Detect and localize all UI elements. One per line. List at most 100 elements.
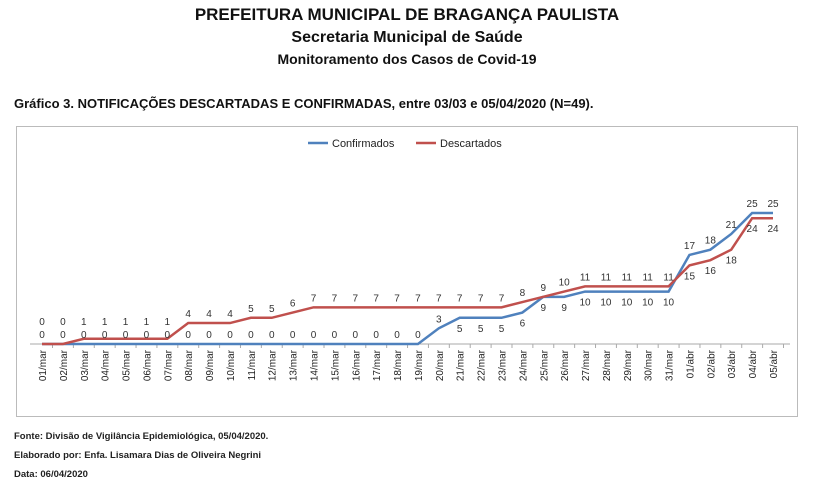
x-tick-label: 03/abr (727, 349, 738, 378)
data-label-descartados: 24 (747, 224, 759, 235)
x-tick-label: 04/abr (748, 349, 759, 378)
x-tick-label: 24/mar (518, 349, 529, 381)
data-label-descartados: 11 (580, 272, 591, 283)
x-tick-label: 04/mar (101, 349, 112, 381)
data-label-descartados: 0 (39, 330, 45, 341)
x-tick-label: 10/mar (226, 349, 237, 381)
data-label-confirmados: 21 (726, 220, 738, 231)
data-label-confirmados: 0 (269, 330, 275, 341)
x-tick-label: 06/mar (142, 349, 153, 381)
data-label-confirmados: 9 (540, 283, 546, 294)
data-label-descartados: 9 (540, 303, 546, 314)
data-label-confirmados: 0 (81, 330, 87, 341)
data-label-descartados: 7 (457, 293, 463, 304)
data-label-descartados: 15 (684, 271, 696, 282)
data-label-confirmados: 0 (144, 330, 150, 341)
data-label-descartados: 10 (559, 278, 571, 289)
data-label-confirmados: 0 (248, 330, 254, 341)
x-tick-label: 12/mar (268, 349, 279, 381)
page-subtitle: Secretaria Municipal de Saúde (291, 29, 523, 46)
x-tick-label: 02/abr (706, 349, 717, 378)
data-label-descartados: 16 (705, 266, 717, 277)
data-label-confirmados: 10 (642, 298, 654, 309)
data-label-confirmados: 0 (185, 330, 191, 341)
data-label-descartados: 11 (663, 272, 674, 283)
x-tick-label: 17/mar (372, 349, 383, 381)
x-tick-label: 01/mar (38, 349, 49, 381)
x-tick-label: 28/mar (602, 349, 613, 381)
x-tick-label: 13/mar (289, 349, 300, 381)
data-label-confirmados: 0 (227, 330, 233, 341)
data-label-descartados: 1 (102, 317, 108, 328)
series-line-confirmados (42, 211, 773, 346)
data-label-descartados: 4 (185, 309, 191, 320)
data-label-confirmados: 0 (373, 330, 379, 341)
data-label-descartados: 6 (290, 299, 296, 310)
data-label-descartados: 4 (206, 309, 212, 320)
x-tick-label: 02/mar (59, 349, 70, 381)
data-label-descartados: 1 (144, 317, 150, 328)
data-label-descartados: 7 (332, 293, 338, 304)
data-label-descartados: 18 (726, 256, 738, 267)
x-tick-label: 31/mar (665, 349, 676, 381)
data-label-confirmados: 0 (165, 330, 171, 341)
x-tick-label: 27/mar (581, 349, 592, 381)
data-label-descartados: 7 (478, 293, 484, 304)
data-label-confirmados: 10 (600, 298, 612, 309)
data-label-descartados: 24 (767, 224, 779, 235)
x-tick-label: 11/mar (247, 349, 258, 380)
data-label-descartados: 11 (622, 272, 633, 283)
source-note: Fonte: Divisão de Vigilância Epidemiológ… (14, 431, 269, 442)
data-label-confirmados: 0 (415, 330, 421, 341)
x-tick-label: 16/mar (351, 349, 362, 381)
x-tick-label: 18/mar (393, 349, 404, 381)
data-label-confirmados: 0 (290, 330, 296, 341)
legend-label-confirmados: Confirmados (332, 138, 395, 150)
x-tick-label: 05/abr (769, 349, 780, 378)
data-label-descartados: 1 (123, 317, 129, 328)
x-tick-label: 09/mar (205, 349, 216, 381)
series-line-descartados (42, 216, 773, 346)
data-label-descartados: 5 (269, 304, 275, 315)
data-label-confirmados: 25 (747, 199, 759, 210)
data-label-confirmados: 18 (705, 236, 717, 247)
page-title: PREFEITURA MUNICIPAL DE BRAGANÇA PAULIST… (194, 5, 620, 24)
x-tick-label: 29/mar (623, 349, 634, 381)
data-label-descartados: 7 (436, 293, 442, 304)
data-label-confirmados: 9 (561, 303, 567, 314)
data-label-confirmados: 5 (457, 324, 463, 335)
data-label-confirmados: 5 (499, 324, 505, 335)
data-label-descartados: 1 (81, 317, 87, 328)
data-label-confirmados: 3 (436, 314, 442, 325)
data-label-confirmados: 0 (394, 330, 400, 341)
data-label-confirmados: 0 (60, 317, 66, 328)
data-label-descartados: 7 (373, 293, 379, 304)
data-label-confirmados: 0 (39, 317, 45, 328)
legend-label-descartados: Descartados (440, 138, 502, 150)
x-tick-label: 20/mar (435, 349, 446, 381)
data-label-descartados: 0 (60, 330, 66, 341)
data-label-descartados: 7 (415, 293, 421, 304)
author-note: Elaborado por: Enfa. Lisamara Dias de Ol… (14, 450, 262, 461)
date-note: Data: 06/04/2020 (14, 469, 88, 480)
x-tick-label: 22/mar (477, 349, 488, 381)
x-tick-label: 25/mar (539, 349, 550, 381)
data-label-descartados: 5 (248, 304, 254, 315)
data-label-descartados: 7 (394, 293, 400, 304)
chart-frame (16, 126, 798, 417)
x-tick-label: 23/mar (497, 349, 508, 381)
x-tick-label: 14/mar (310, 349, 321, 381)
data-label-confirmados: 0 (332, 330, 338, 341)
x-tick-label: 30/mar (644, 349, 655, 381)
data-label-confirmados: 0 (353, 330, 359, 341)
x-tick-label: 08/mar (184, 349, 195, 381)
x-tick-label: 21/mar (456, 349, 467, 381)
x-tick-label: 01/abr (685, 349, 696, 378)
x-tick-label: 19/mar (414, 349, 425, 381)
data-label-confirmados: 6 (520, 319, 526, 330)
x-tick-label: 05/mar (122, 349, 133, 381)
data-label-confirmados: 25 (767, 199, 779, 210)
data-label-confirmados: 17 (684, 241, 696, 252)
data-label-confirmados: 0 (206, 330, 212, 341)
data-label-descartados: 11 (601, 272, 612, 283)
